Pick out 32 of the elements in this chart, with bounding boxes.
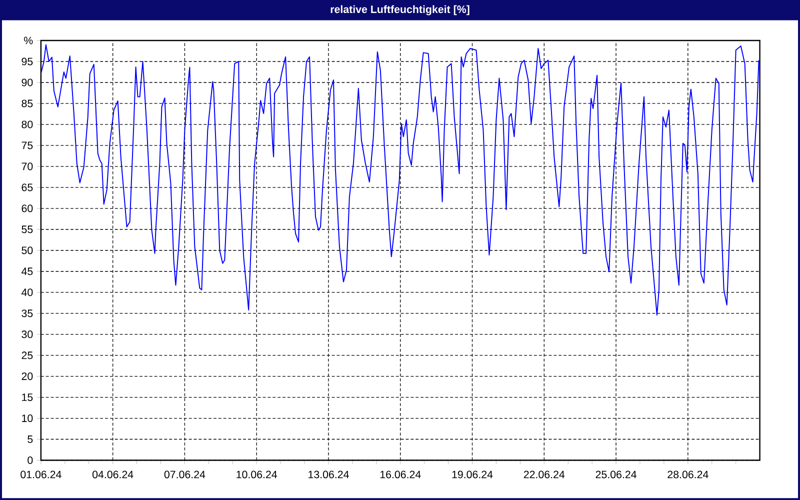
y-tick-label: 65 <box>22 184 33 192</box>
y-tick-label: 50 <box>22 246 33 254</box>
y-tick-label: 40 <box>22 288 33 296</box>
y-tick-label: 25 <box>22 351 33 360</box>
x-tick-label: 07.06.24 <box>164 470 206 478</box>
y-tick-label: 80 <box>22 120 33 128</box>
y-tick-label: 90 <box>22 78 33 86</box>
x-tick-label: 22.06.24 <box>524 470 565 478</box>
y-tick-label: 15 <box>22 393 33 401</box>
y-tick-label: 85 <box>22 100 33 108</box>
x-tick-label: 19.06.24 <box>452 470 493 478</box>
x-tick-label: 10.06.24 <box>236 470 278 478</box>
y-tick-label: 30 <box>22 330 33 338</box>
x-tick-label: 16.06.24 <box>380 470 421 478</box>
y-tick-label: 20 <box>22 372 33 380</box>
y-tick-label: 10 <box>22 414 33 422</box>
x-tick-label: 13.06.24 <box>308 470 349 478</box>
y-tick-label: 0 <box>28 456 33 464</box>
y-tick-label: 70 <box>22 162 33 170</box>
chart-title: relative Luftfeuchtigkeit [%] <box>330 5 470 16</box>
y-tick-label: 95 <box>22 58 33 66</box>
x-tick-label: 04.06.24 <box>92 470 134 478</box>
y-tick-label: 75 <box>22 142 33 150</box>
x-tick-label: 25.06.24 <box>596 470 636 478</box>
y-tick-label: 45 <box>22 268 33 276</box>
y-tick-label: 60 <box>22 204 33 212</box>
y-tick-label: 5 <box>28 435 33 443</box>
x-tick-label: 01.06.24 <box>20 470 62 478</box>
y-tick-label: 35 <box>22 309 33 318</box>
x-tick-label: 28.06.24 <box>668 470 708 478</box>
y-tick-label: % <box>24 36 33 44</box>
y-tick-label: 55 <box>22 226 33 234</box>
